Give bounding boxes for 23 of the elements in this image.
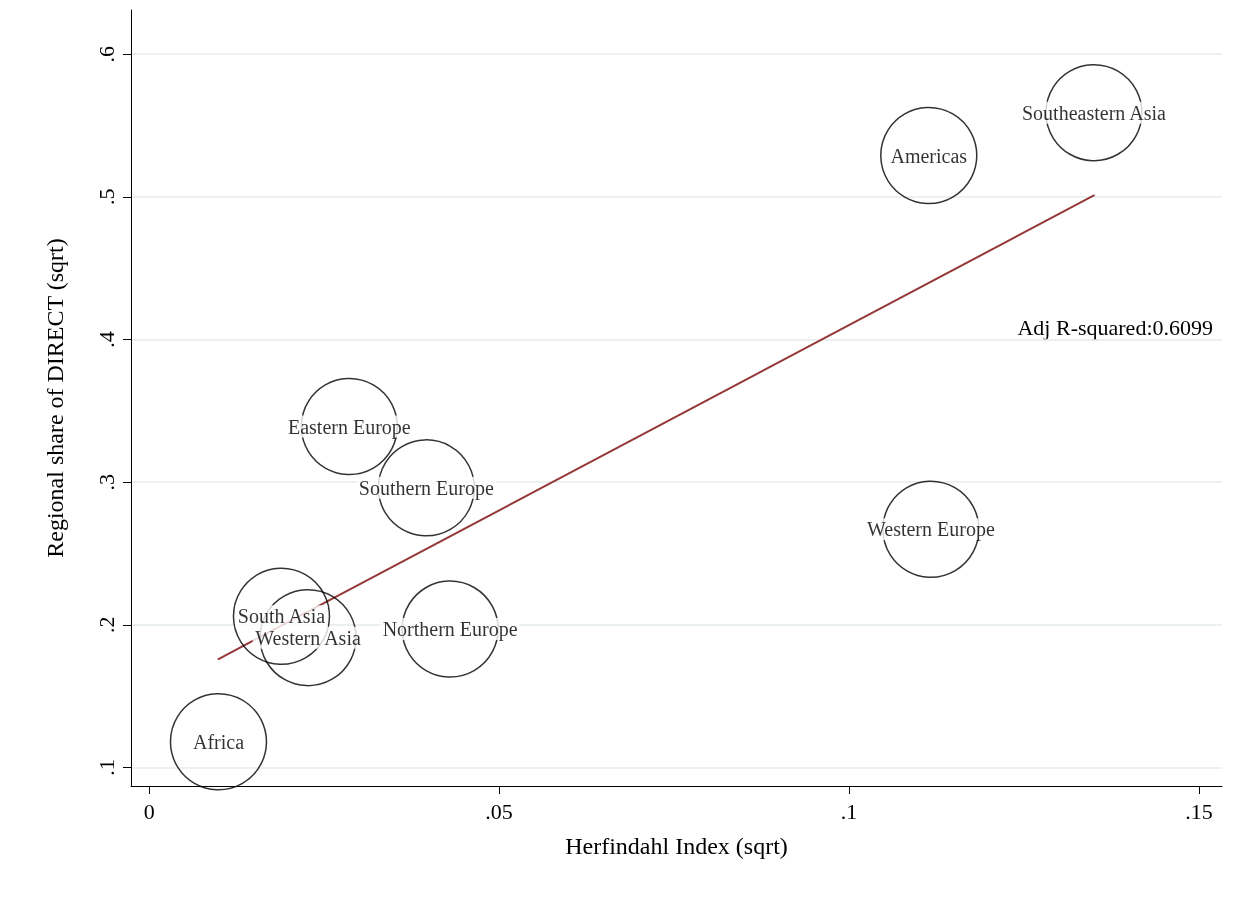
- y-tick-label: .5: [93, 188, 119, 206]
- series-label: Western Asia: [255, 626, 361, 649]
- y-tick-label: .2: [93, 616, 119, 634]
- series-label: Northern Europe: [382, 618, 518, 642]
- y-tick-label: .6: [93, 45, 119, 63]
- point: [169, 693, 268, 791]
- x-tick-label: .1: [840, 798, 858, 824]
- series-label: Southeastern Asia: [1022, 101, 1166, 124]
- series-label: Africa: [192, 730, 245, 753]
- y-tick-label: .3: [93, 473, 119, 491]
- x-tick-label: 0: [143, 798, 155, 824]
- x-tick-label: .15: [1185, 798, 1213, 824]
- x-tick-label: .05: [485, 798, 513, 824]
- x-axis-title: Herfindahl Index (sqrt): [565, 833, 788, 859]
- y-tick-label: .4: [93, 331, 119, 348]
- series-label: Southern Europe: [358, 476, 494, 500]
- series-label: Americas: [890, 144, 968, 167]
- series-label: Eastern Europe: [287, 415, 411, 439]
- y-tick-label: .1: [93, 759, 119, 776]
- annotation: Adj R-squared:0.6099: [1017, 314, 1213, 340]
- series-label: South Asia: [237, 605, 326, 628]
- series-label: Western Europe: [866, 518, 995, 542]
- y-axis-title: Regional share of DIRECT (sqrt): [42, 238, 68, 558]
